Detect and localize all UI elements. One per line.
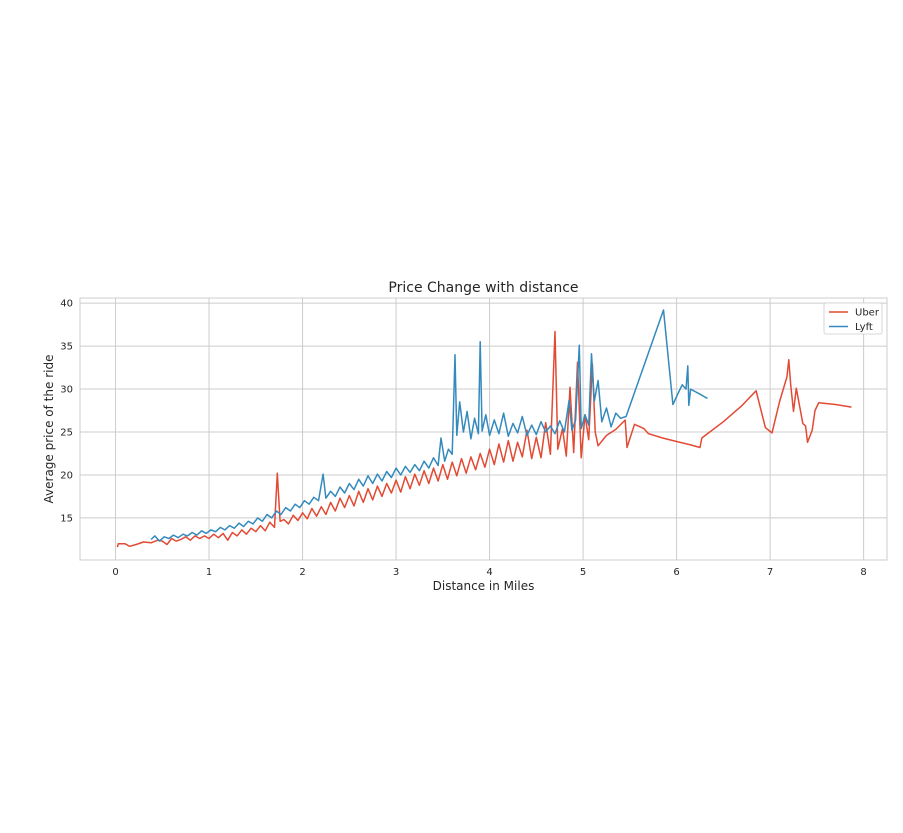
x-tick-label: 5 bbox=[580, 567, 586, 578]
y-tick-label: 15 bbox=[60, 513, 73, 524]
x-tick-label: 7 bbox=[767, 567, 773, 578]
legend: Uber Lyft bbox=[823, 302, 883, 335]
legend-label-lyft: Lyft bbox=[855, 322, 873, 333]
x-tick-label: 2 bbox=[299, 567, 305, 578]
y-axis-label: Average price of the ride bbox=[42, 355, 56, 504]
series-line-uber bbox=[116, 330, 852, 548]
plot-frame bbox=[79, 297, 888, 561]
y-tick-label: 20 bbox=[60, 470, 73, 481]
x-tick-label: 8 bbox=[860, 567, 866, 578]
series-group bbox=[116, 309, 852, 548]
plot-background bbox=[80, 298, 887, 560]
legend-label-uber: Uber bbox=[855, 308, 880, 319]
x-tick-label: 3 bbox=[393, 567, 399, 578]
x-axis-label: Distance in Miles bbox=[433, 579, 535, 593]
y-tick-label: 35 bbox=[60, 342, 73, 353]
chart-title: Price Change with distance bbox=[388, 280, 578, 296]
x-tick-label: 1 bbox=[206, 567, 212, 578]
tick-labels: 0 1 2 3 4 5 6 7 8 15 20 25 30 35 40 bbox=[60, 299, 867, 578]
y-tick-label: 30 bbox=[60, 385, 73, 396]
grid bbox=[80, 298, 887, 560]
x-tick-label: 6 bbox=[673, 567, 679, 578]
x-tick-label: 0 bbox=[112, 567, 118, 578]
series-line-lyft bbox=[150, 309, 708, 542]
y-tick-label: 40 bbox=[60, 299, 73, 310]
x-tick-label: 4 bbox=[486, 567, 492, 578]
y-tick-label: 25 bbox=[60, 428, 73, 439]
